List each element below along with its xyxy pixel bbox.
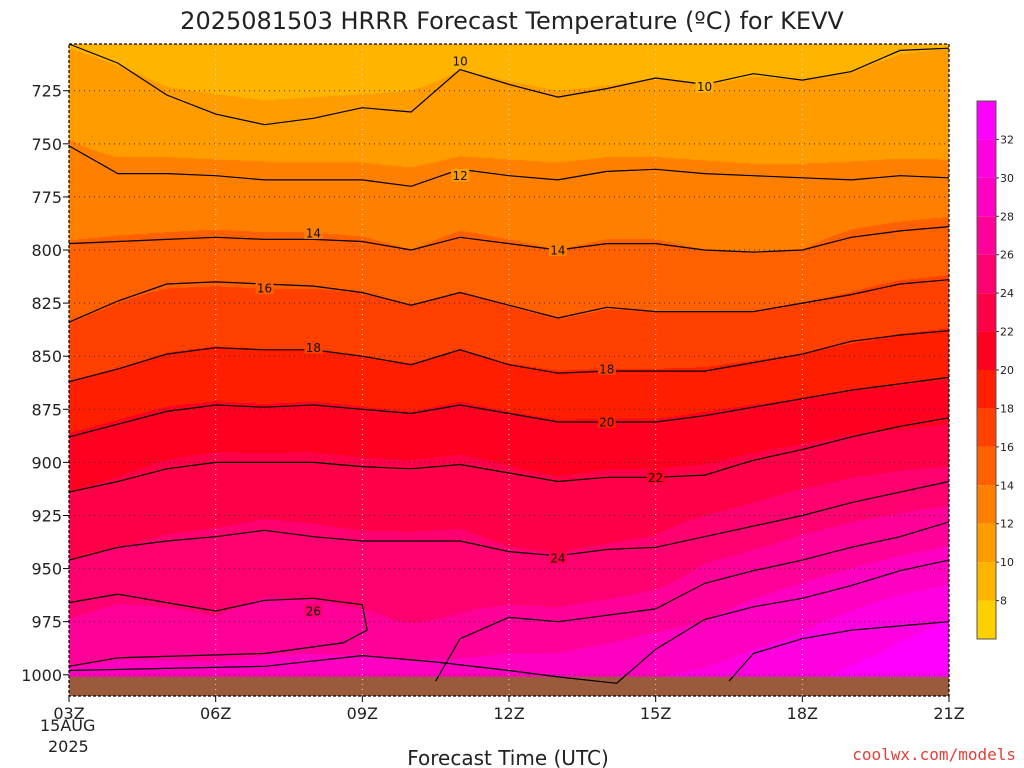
- y-tick-label: 875: [31, 400, 62, 419]
- colorbar-swatch: [977, 600, 996, 639]
- colorbar-tick-label: 28: [1000, 210, 1014, 223]
- colorbar-tick-label: 16: [1000, 441, 1014, 454]
- x-tick-label: 15Z: [640, 704, 671, 723]
- colorbar-tick-label: 14: [1000, 479, 1014, 492]
- x-tick-label: 12Z: [493, 704, 524, 723]
- y-tick-label: 775: [31, 188, 62, 207]
- colorbar-tick-label: 30: [1000, 172, 1014, 185]
- credit-text: coolwx.com/models: [852, 745, 1016, 764]
- contour-label-bg: [646, 470, 665, 484]
- contour-label-bg: [451, 53, 470, 67]
- y-tick-label: 825: [31, 294, 62, 313]
- y-tick-label: 750: [31, 135, 62, 154]
- contour-line-18: [68, 330, 950, 383]
- y-tick-label: 800: [31, 241, 62, 260]
- x-tick-label: 18Z: [787, 704, 818, 723]
- contour-line-26: [435, 521, 950, 682]
- x-tick-label: 03Z: [53, 704, 84, 723]
- plot-area: 10 10 12 14 14 16 18 18 20 22 24 26: [68, 43, 950, 697]
- contour-line-24: [68, 480, 950, 561]
- colorbar-tick-label: 22: [1000, 326, 1014, 339]
- contour-label-bg: [304, 226, 323, 240]
- y-tick-label: 1000: [21, 666, 62, 685]
- ground-fill: [69, 676, 949, 696]
- contour-label-bg: [548, 243, 567, 257]
- contour-label: 18: [306, 341, 321, 355]
- colorbar-swatch: [977, 139, 996, 178]
- contour-line-26: [68, 593, 368, 667]
- colorbar-swatch: [977, 216, 996, 255]
- contour-line-16: [68, 279, 950, 323]
- colorbar-tick-label: 32: [1000, 133, 1014, 146]
- y-tick-label: 900: [31, 453, 62, 472]
- colorbar-swatch: [977, 562, 996, 601]
- colorbar-tick-label: 12: [1000, 518, 1014, 531]
- x-tick-label: 21Z: [933, 704, 964, 723]
- contour-label-bg: [255, 281, 274, 295]
- colorbar-tick-label: 26: [1000, 249, 1014, 262]
- contour-label-bg: [304, 340, 323, 354]
- contour-label: 14: [306, 227, 321, 241]
- contour-labels: 10 10 12 14 14 16 18 18 20 22 24 26: [255, 53, 714, 619]
- colorbar-tick-label: 24: [1000, 287, 1014, 300]
- colorbar-swatch: [977, 485, 996, 524]
- ground-layer: [69, 676, 949, 696]
- x-date-year: 2025: [48, 737, 89, 756]
- x-axis-title: Forecast Time (UTC): [407, 746, 609, 768]
- contour-label: 24: [550, 551, 565, 565]
- colorbar-swatch: [977, 331, 996, 370]
- contour-line-10: [68, 43, 950, 126]
- contour-line-14: [68, 226, 950, 253]
- x-tick-label: 09Z: [347, 704, 378, 723]
- contour-label-bg: [548, 550, 567, 564]
- contour-label: 14: [550, 244, 565, 258]
- colorbar-swatch: [977, 370, 996, 409]
- y-tick-label: 925: [31, 506, 62, 525]
- colorbar-swatch: [977, 254, 996, 294]
- y-tick-label: 950: [31, 560, 62, 579]
- contour-line-20: [68, 376, 950, 438]
- contour-label-bg: [304, 604, 323, 618]
- contour-label: 22: [648, 471, 663, 485]
- contour-label-bg: [597, 361, 616, 375]
- contour-label: 26: [306, 605, 321, 619]
- y-tick-label: 850: [31, 347, 62, 366]
- colorbar-swatch: [977, 293, 996, 332]
- colorbar-swatch: [977, 523, 996, 563]
- contour-label: 10: [697, 80, 712, 94]
- colorbar-swatch: [977, 177, 996, 217]
- contour-label-bg: [451, 168, 470, 182]
- y-axis: 725 750 775 800 825 850 875 900 925 950 975 1000: [21, 82, 69, 685]
- y-tick-label: 725: [31, 82, 62, 101]
- contour-label-bg: [695, 79, 714, 93]
- contour-line-22: [68, 417, 950, 493]
- colorbar: 8 10 12 14 16 18 20 22 24 26 28 30 32: [976, 100, 1014, 640]
- colorbar-tick-label: 10: [1000, 556, 1014, 569]
- colorbar-swatch: [977, 408, 996, 447]
- contour-lines: [68, 43, 950, 684]
- contour-label: 16: [257, 282, 272, 296]
- x-axis: 03Z 06Z 09Z 12Z 15Z 18Z 21Z: [53, 696, 965, 723]
- contour-label-bg: [597, 415, 616, 429]
- x-tick-label: 06Z: [200, 704, 231, 723]
- contour-label: 10: [452, 54, 467, 68]
- colorbar-tick-label: 8: [1000, 595, 1007, 608]
- contour-label: 12: [452, 169, 467, 183]
- contour-label: 18: [599, 362, 614, 376]
- contour-line-30: [728, 621, 950, 682]
- contour-line-12: [68, 145, 950, 187]
- y-tick-label: 975: [31, 613, 62, 632]
- colorbar-tick-label: 20: [1000, 364, 1014, 377]
- colorbar-tick-label: 18: [1000, 402, 1014, 415]
- contour-label: 20: [599, 416, 614, 430]
- chart-title: 2025081503 HRRR Forecast Temperature (ºC…: [180, 7, 844, 35]
- colorbar-swatch: [977, 446, 996, 486]
- contour-line-28: [68, 559, 950, 684]
- x-date-day: 15AUG: [40, 716, 95, 735]
- colorbar-swatch: [977, 101, 996, 140]
